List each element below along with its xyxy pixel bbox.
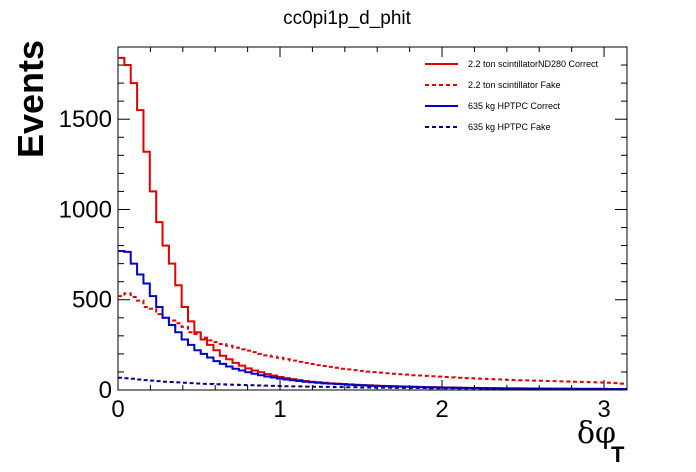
x-axis-label: δφ	[577, 416, 616, 451]
x-tick-label: 0	[111, 396, 124, 423]
x-tick-label: 3	[597, 396, 610, 423]
y-tick-label: 0	[99, 377, 112, 404]
x-tick-label: 2	[435, 396, 448, 423]
y-tick-label: 1000	[59, 196, 112, 223]
legend-label-3: 635 kg HPTPC Correct	[468, 101, 561, 111]
legend: 2.2 ton scintillatorND280 Correct 2.2 ton…	[425, 59, 599, 132]
legend-label-2: 2.2 ton scintillator Fake	[468, 80, 561, 90]
chart-title: cc0pi1p_d_phit	[283, 8, 412, 29]
x-tick-label: 1	[273, 396, 286, 423]
series-line-4	[118, 376, 627, 391]
y-tick-label: 1500	[59, 106, 112, 133]
x-axis-label-subscript: T	[611, 442, 625, 467]
y-axis-label: Events	[10, 40, 51, 158]
plot-frame	[117, 46, 628, 391]
series-line-2	[118, 292, 627, 385]
y-tick-label: 500	[72, 287, 112, 314]
tick-labels: 0 500 1000 1500 0 1 2 3	[59, 106, 611, 423]
legend-label-1: 2.2 ton scintillatorND280 Correct	[468, 59, 599, 69]
axis-ticks	[117, 46, 627, 391]
series-line-3	[118, 249, 627, 391]
legend-label-4: 635 kg HPTPC Fake	[468, 122, 551, 132]
series-group	[118, 56, 627, 391]
